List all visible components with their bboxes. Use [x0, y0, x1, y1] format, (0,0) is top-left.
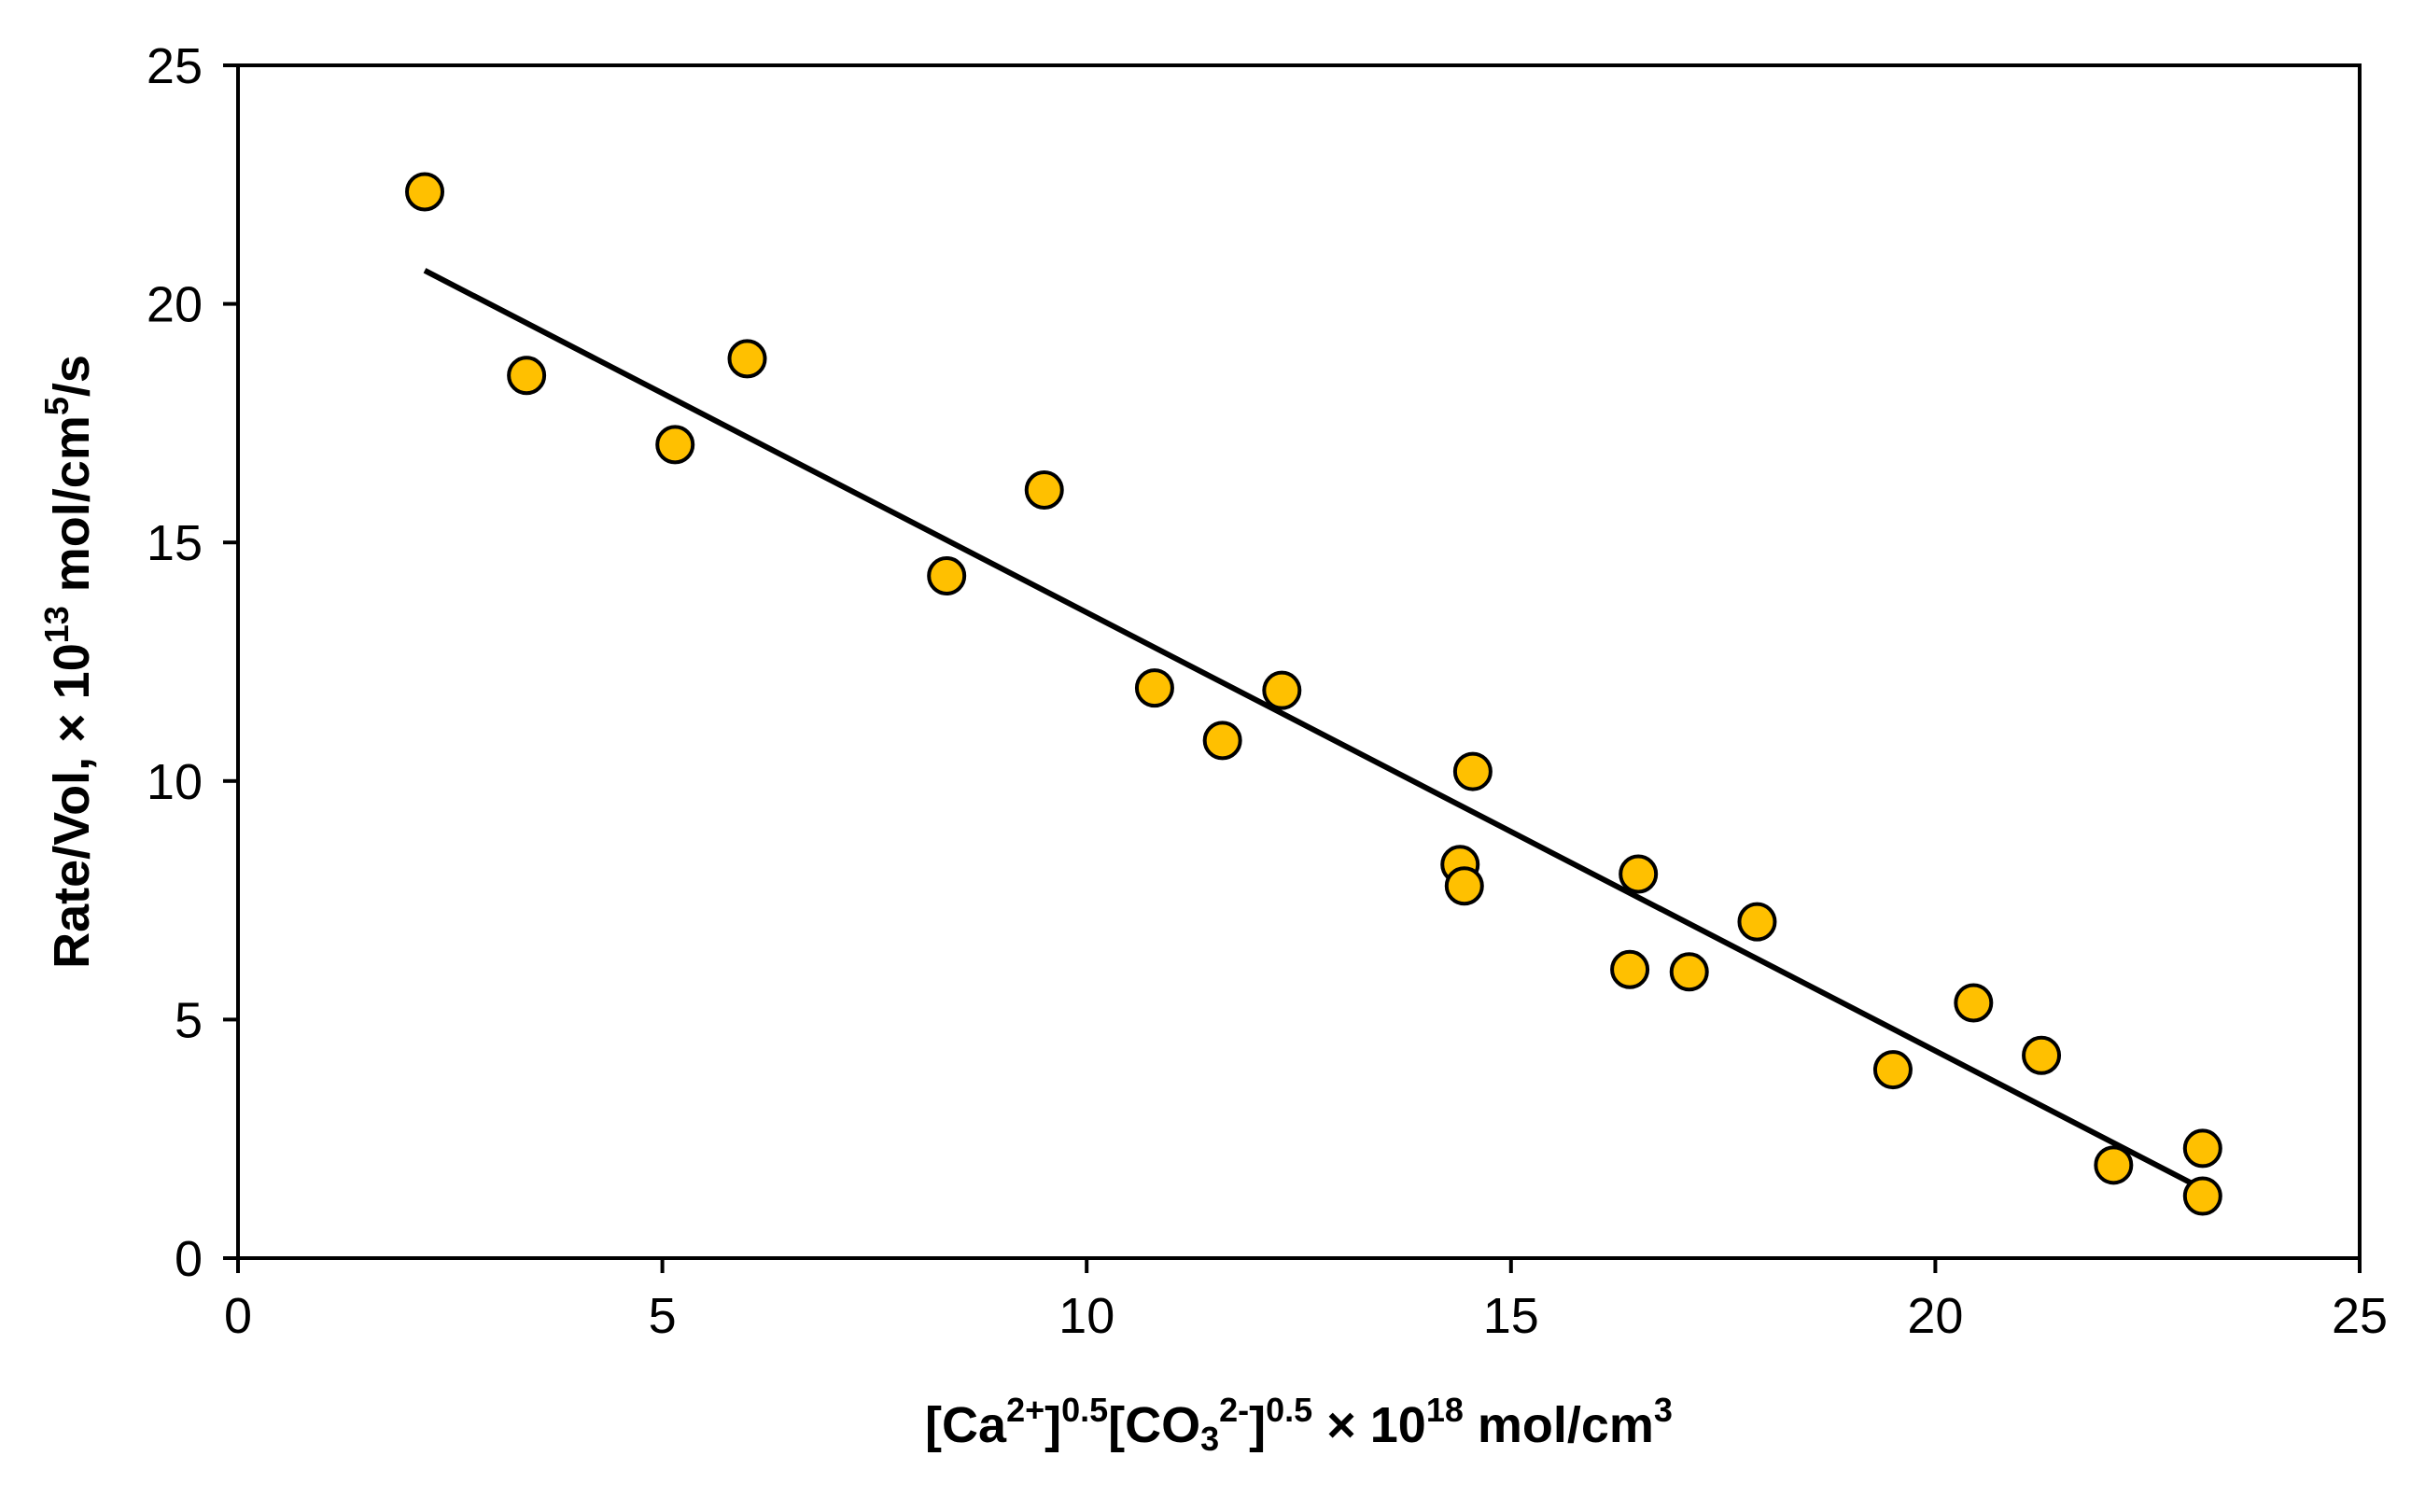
data-point [507, 356, 547, 396]
y-tick-label: 5 [175, 992, 203, 1048]
data-point [927, 555, 967, 595]
axis-title-part: ] [1044, 1397, 1061, 1453]
data-point [1737, 902, 1777, 942]
data-point [2094, 1145, 2134, 1185]
fit-lines [423, 268, 2205, 1192]
x-tick-label: 25 [2332, 1288, 2388, 1344]
data-point [1619, 854, 1659, 894]
data-point [1669, 952, 1709, 992]
data-point [655, 425, 695, 465]
data-point [1262, 670, 1302, 710]
axis-title-part: 18 [1426, 1391, 1464, 1429]
axis-title-part: 2+ [1006, 1391, 1044, 1429]
axis-title-part: 5 [37, 397, 76, 415]
data-point [2182, 1128, 2222, 1169]
y-axis-title: Rate/Vol, × 1013 mol/cm5/s [37, 355, 100, 969]
fit-line [423, 268, 2205, 1192]
data-point [1202, 721, 1242, 761]
axis-title-part: × 10 [1312, 1397, 1426, 1453]
data-point [2182, 1176, 2222, 1216]
y-axis-ticks [223, 63, 238, 1260]
y-axis-tick-labels: 0 5 10 15 20 25 [147, 38, 203, 1287]
x-tick-label: 10 [1058, 1288, 1114, 1344]
y-tick-label: 25 [147, 38, 203, 94]
axis-title-part: 0.5 [1061, 1391, 1108, 1429]
axis-title-part: 3 [1654, 1391, 1673, 1429]
axis-title-part: Rate/Vol, × 10 [44, 643, 100, 969]
axis-title-part: [Ca [925, 1397, 1007, 1453]
data-point [727, 339, 767, 379]
axis-title-part: 0.5 [1266, 1391, 1312, 1429]
axis-title-part: [CO [1108, 1397, 1200, 1453]
data-point [1024, 469, 1064, 510]
data-point [1610, 949, 1650, 989]
x-axis-title: [Ca2+]0.5[CO32-]0.5 × 1018 mol/cm3 [925, 1391, 1673, 1458]
y-tick-label: 10 [147, 754, 203, 810]
axis-title-part: 2- [1219, 1391, 1249, 1429]
data-point [1954, 983, 1994, 1023]
data-point [2022, 1035, 2062, 1075]
plot-area-frame [236, 63, 2362, 1260]
y-tick-label: 0 [175, 1231, 203, 1287]
x-tick-label: 15 [1483, 1288, 1539, 1344]
axis-title-part: /s [44, 355, 100, 397]
data-points [405, 172, 2222, 1216]
data-point [1452, 751, 1493, 791]
y-tick-label: 15 [147, 515, 203, 571]
y-tick-label: 20 [147, 277, 203, 333]
axis-title-part: 13 [37, 606, 76, 643]
axis-title-part: mol/cm [44, 415, 100, 606]
data-point [1444, 866, 1484, 906]
x-axis-tick-labels: 0 5 10 15 20 25 [224, 1288, 2388, 1344]
axis-title-part: mol/cm [1464, 1397, 1654, 1453]
x-tick-label: 20 [1907, 1288, 1963, 1344]
axis-title-part: 3 [1200, 1420, 1219, 1458]
x-tick-label: 0 [224, 1288, 252, 1344]
data-point [1872, 1050, 1913, 1090]
data-point [405, 172, 445, 212]
x-axis-ticks [236, 1258, 2362, 1273]
x-tick-label: 5 [649, 1288, 677, 1344]
data-point [1134, 668, 1174, 708]
axis-title-part: ] [1249, 1397, 1266, 1453]
